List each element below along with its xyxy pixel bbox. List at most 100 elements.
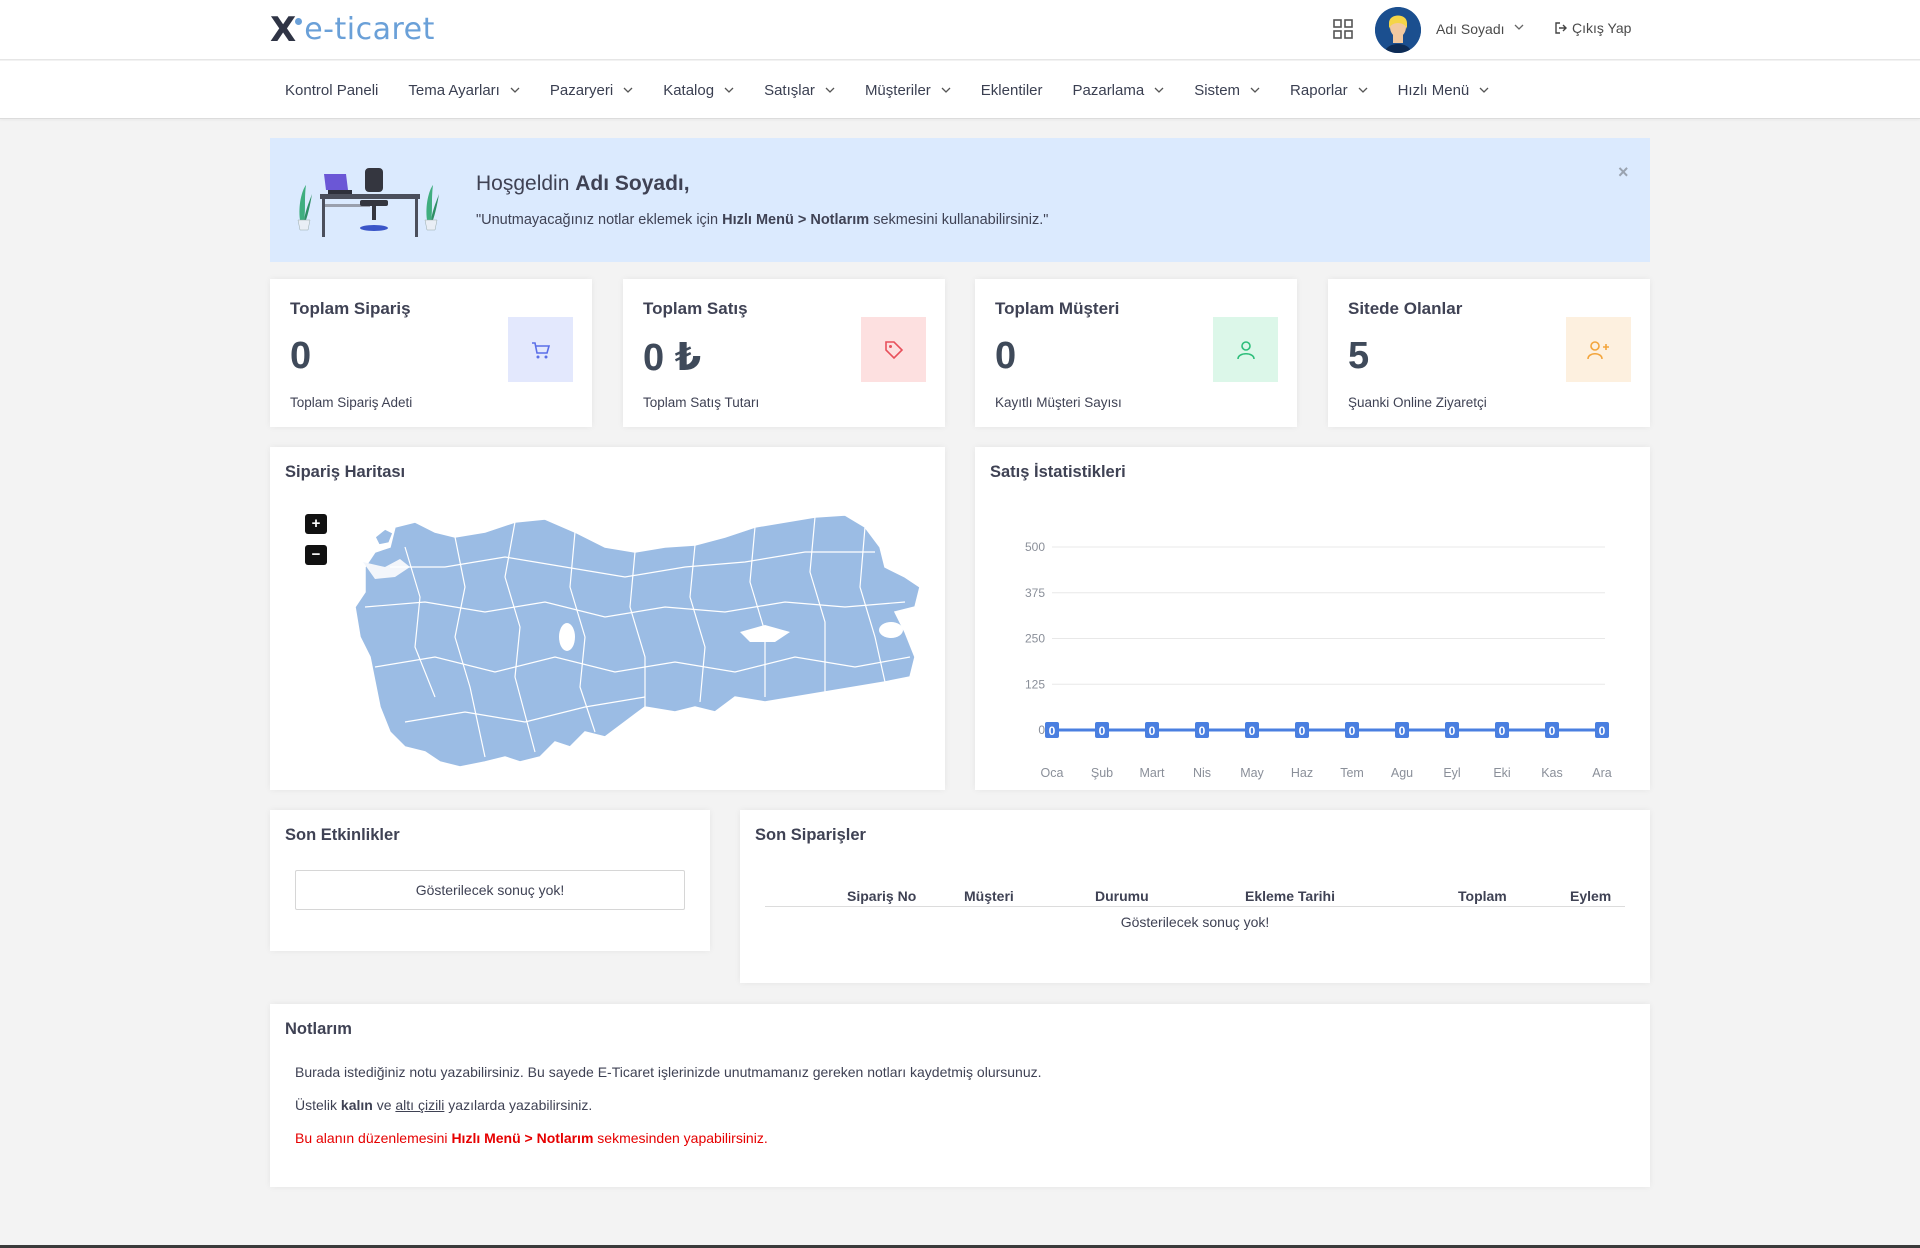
welcome-greeting: Hoşgeldin — [476, 172, 570, 195]
user-name[interactable]: Adı Soyadı — [1436, 21, 1505, 37]
order-map-card: Sipariş Haritası + − — [270, 447, 945, 790]
x-tick-label: Şub — [1091, 766, 1113, 780]
data-point[interactable] — [1345, 722, 1359, 738]
map-zoom-in-button[interactable]: + — [305, 514, 327, 534]
chevron-down-icon — [1358, 87, 1368, 93]
y-tick-label: 125 — [1025, 677, 1045, 691]
chevron-down-icon — [1250, 87, 1260, 93]
welcome-user-name: Adı Soyadı, — [575, 172, 690, 195]
data-label: 0 — [1049, 724, 1056, 738]
data-label: 0 — [1349, 724, 1356, 738]
nav-item-2[interactable]: Pazaryeri — [550, 82, 633, 99]
order-map-title: Sipariş Haritası — [285, 463, 406, 481]
nav-item-3[interactable]: Katalog — [663, 82, 734, 99]
nav-item-8[interactable]: Sistem — [1194, 82, 1260, 99]
x-tick-label: Ara — [1592, 766, 1612, 780]
x-tick-label: Haz — [1291, 766, 1313, 780]
avatar[interactable] — [1375, 7, 1421, 53]
x-tick-label: Nis — [1193, 766, 1211, 780]
stat-subtitle: Kayıtlı Müşteri Sayısı — [995, 395, 1122, 410]
welcome-msg-post: sekmesini kullanabilirsiniz." — [869, 212, 1049, 228]
data-label: 0 — [1599, 724, 1606, 738]
data-point[interactable] — [1145, 722, 1159, 738]
data-label: 0 — [1449, 724, 1456, 738]
logo[interactable]: X e-ticaret — [270, 12, 435, 48]
nav-item-label: Müşteriler — [864, 81, 931, 99]
chevron-down-icon — [941, 87, 951, 93]
table-header-3: Ekleme Tarihi — [1245, 888, 1336, 904]
nav-item-label: Tema Ayarları — [408, 81, 500, 99]
stat-title: Sitede Olanlar — [1348, 299, 1463, 318]
data-point[interactable] — [1445, 722, 1459, 738]
table-header-0: Sipariş No — [847, 888, 917, 904]
y-tick-label: 375 — [1025, 586, 1045, 600]
recent-activities-title: Son Etkinlikler — [285, 826, 400, 844]
stat-value: 0 ₺ — [643, 337, 702, 379]
turkey-map[interactable] — [345, 507, 925, 777]
table-divider — [765, 906, 1625, 907]
sales-stats-title: Satış İstatistikleri — [990, 463, 1126, 481]
y-tick-label: 0 — [1038, 723, 1045, 737]
chevron-down-icon — [623, 87, 633, 93]
nav-item-6[interactable]: Eklentiler — [981, 82, 1043, 99]
recent-orders-title: Son Siparişler — [755, 826, 866, 844]
chevron-down-icon — [724, 87, 734, 93]
nav-item-9[interactable]: Raporlar — [1290, 82, 1368, 99]
stat-card-3: Sitede Olanlar 5 Şuanki Online Ziyaretçi — [1328, 279, 1650, 427]
apps-grid-icon[interactable] — [1333, 19, 1353, 39]
nav-item-7[interactable]: Pazarlama — [1073, 82, 1165, 99]
data-point[interactable] — [1545, 722, 1559, 738]
x-tick-label: Eyl — [1443, 766, 1460, 780]
data-point[interactable] — [1045, 722, 1059, 738]
data-point[interactable] — [1195, 722, 1209, 738]
data-label: 0 — [1549, 724, 1556, 738]
sales-line-chart: 0 125 250 375 500 0 Oca 0 Şub 0 Mart 0 Nis 0 May 0 Haz 0 T… — [1025, 540, 1612, 780]
nav-item-label: Eklentiler — [980, 81, 1043, 99]
notes-title: Notlarım — [285, 1020, 352, 1038]
x-tick-label: May — [1240, 766, 1264, 780]
orders-empty-message: Gösterilecek sonuç yok! — [1120, 914, 1270, 930]
chevron-down-icon — [1479, 87, 1489, 93]
x-tick-label: Mart — [1140, 766, 1166, 780]
note-line-1: Burada istediğiniz notu yazabilirsiniz. … — [295, 1064, 1042, 1080]
user-plus-icon — [1566, 317, 1631, 382]
nav-item-1[interactable]: Tema Ayarları — [408, 81, 520, 99]
nav-item-5[interactable]: Müşteriler — [865, 82, 951, 99]
close-icon[interactable]: × — [1618, 162, 1629, 182]
data-point[interactable] — [1495, 722, 1509, 738]
nav-item-0[interactable]: Kontrol Paneli — [285, 82, 378, 99]
note-line-2-underline: altı çizili — [395, 1097, 445, 1113]
nav-item-label: Kontrol Paneli — [285, 81, 379, 99]
nav-menu: Kontrol Paneli Tema Ayarları Pazaryeri Kata… — [285, 61, 1519, 119]
stat-card-1: Toplam Satış 0 ₺ Toplam Satış Tutarı — [623, 279, 945, 427]
data-label: 0 — [1249, 724, 1256, 738]
logout-label: Çıkış Yap — [1572, 20, 1632, 36]
data-point[interactable] — [1395, 722, 1409, 738]
table-header-5: Eylem — [1570, 888, 1612, 904]
data-point[interactable] — [1245, 722, 1259, 738]
data-point[interactable] — [1295, 722, 1309, 738]
y-tick-label: 500 — [1025, 540, 1045, 554]
note-line-3-pre: Bu alanın düzenlemesini — [295, 1130, 452, 1146]
chevron-down-icon — [825, 87, 835, 93]
user-icon — [1213, 317, 1278, 382]
nav-item-4[interactable]: Satışlar — [764, 82, 835, 99]
map-zoom-out-button[interactable]: − — [305, 545, 327, 565]
logout-button[interactable]: Çıkış Yap — [1554, 20, 1631, 36]
nav-item-label: Hızlı Menü — [1397, 81, 1470, 99]
chevron-down-icon[interactable] — [1514, 22, 1524, 32]
data-label: 0 — [1499, 724, 1506, 738]
table-header-1: Müşteri — [964, 888, 1014, 904]
x-tick-label: Oca — [1041, 766, 1064, 780]
welcome-title: Hoşgeldin Adı Soyadı, — [476, 172, 690, 196]
stat-subtitle: Toplam Sipariş Adeti — [290, 395, 413, 410]
stat-title: Toplam Sipariş — [290, 299, 411, 318]
note-line-2-mid: ve — [372, 1097, 396, 1113]
nav-item-10[interactable]: Hızlı Menü — [1398, 82, 1490, 99]
desk-illustration — [297, 168, 439, 237]
data-point[interactable] — [1095, 722, 1109, 738]
note-line-2-post: yazılarda yazabilirsiniz. — [444, 1097, 593, 1113]
data-point[interactable] — [1595, 722, 1609, 738]
table-header-4: Toplam — [1458, 888, 1507, 904]
tag-icon — [861, 317, 926, 382]
